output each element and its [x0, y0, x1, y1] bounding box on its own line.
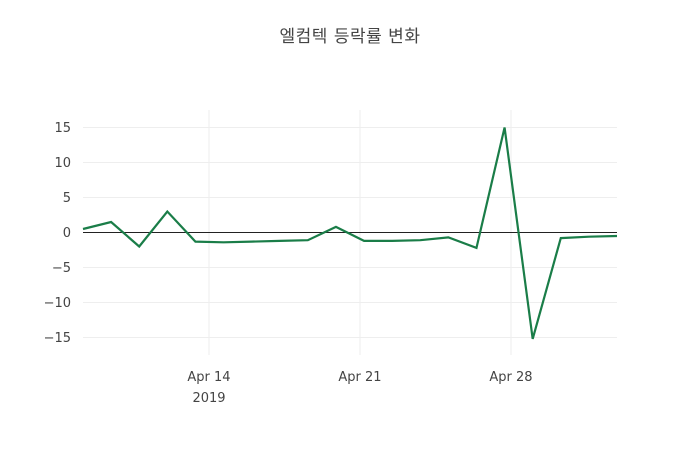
y-tick-label: 0 [63, 226, 71, 241]
y-tick-label: 10 [54, 156, 71, 171]
x-tick-label: Apr 21 [338, 370, 381, 385]
y-axis-tick-labels: 15 10 5 0 −5 −10 −15 [44, 121, 71, 346]
y-tick-label: 5 [63, 191, 71, 206]
x-axis-tick-labels: Apr 14 2019 Apr 21 Apr 28 [187, 370, 532, 406]
x-tick-label: Apr 28 [489, 370, 532, 385]
y-tick-label: −5 [52, 261, 71, 276]
y-tick-label: 15 [54, 121, 71, 136]
x-tick-sublabel: 2019 [192, 391, 225, 406]
x-tick-label: Apr 14 [187, 370, 230, 385]
y-tick-label: −10 [44, 296, 71, 311]
data-series-line [82, 127, 618, 340]
series-polyline [82, 127, 618, 340]
y-tick-label: −15 [44, 331, 71, 346]
chart-title: 엘컴텍 등락률 변화 [279, 27, 421, 47]
